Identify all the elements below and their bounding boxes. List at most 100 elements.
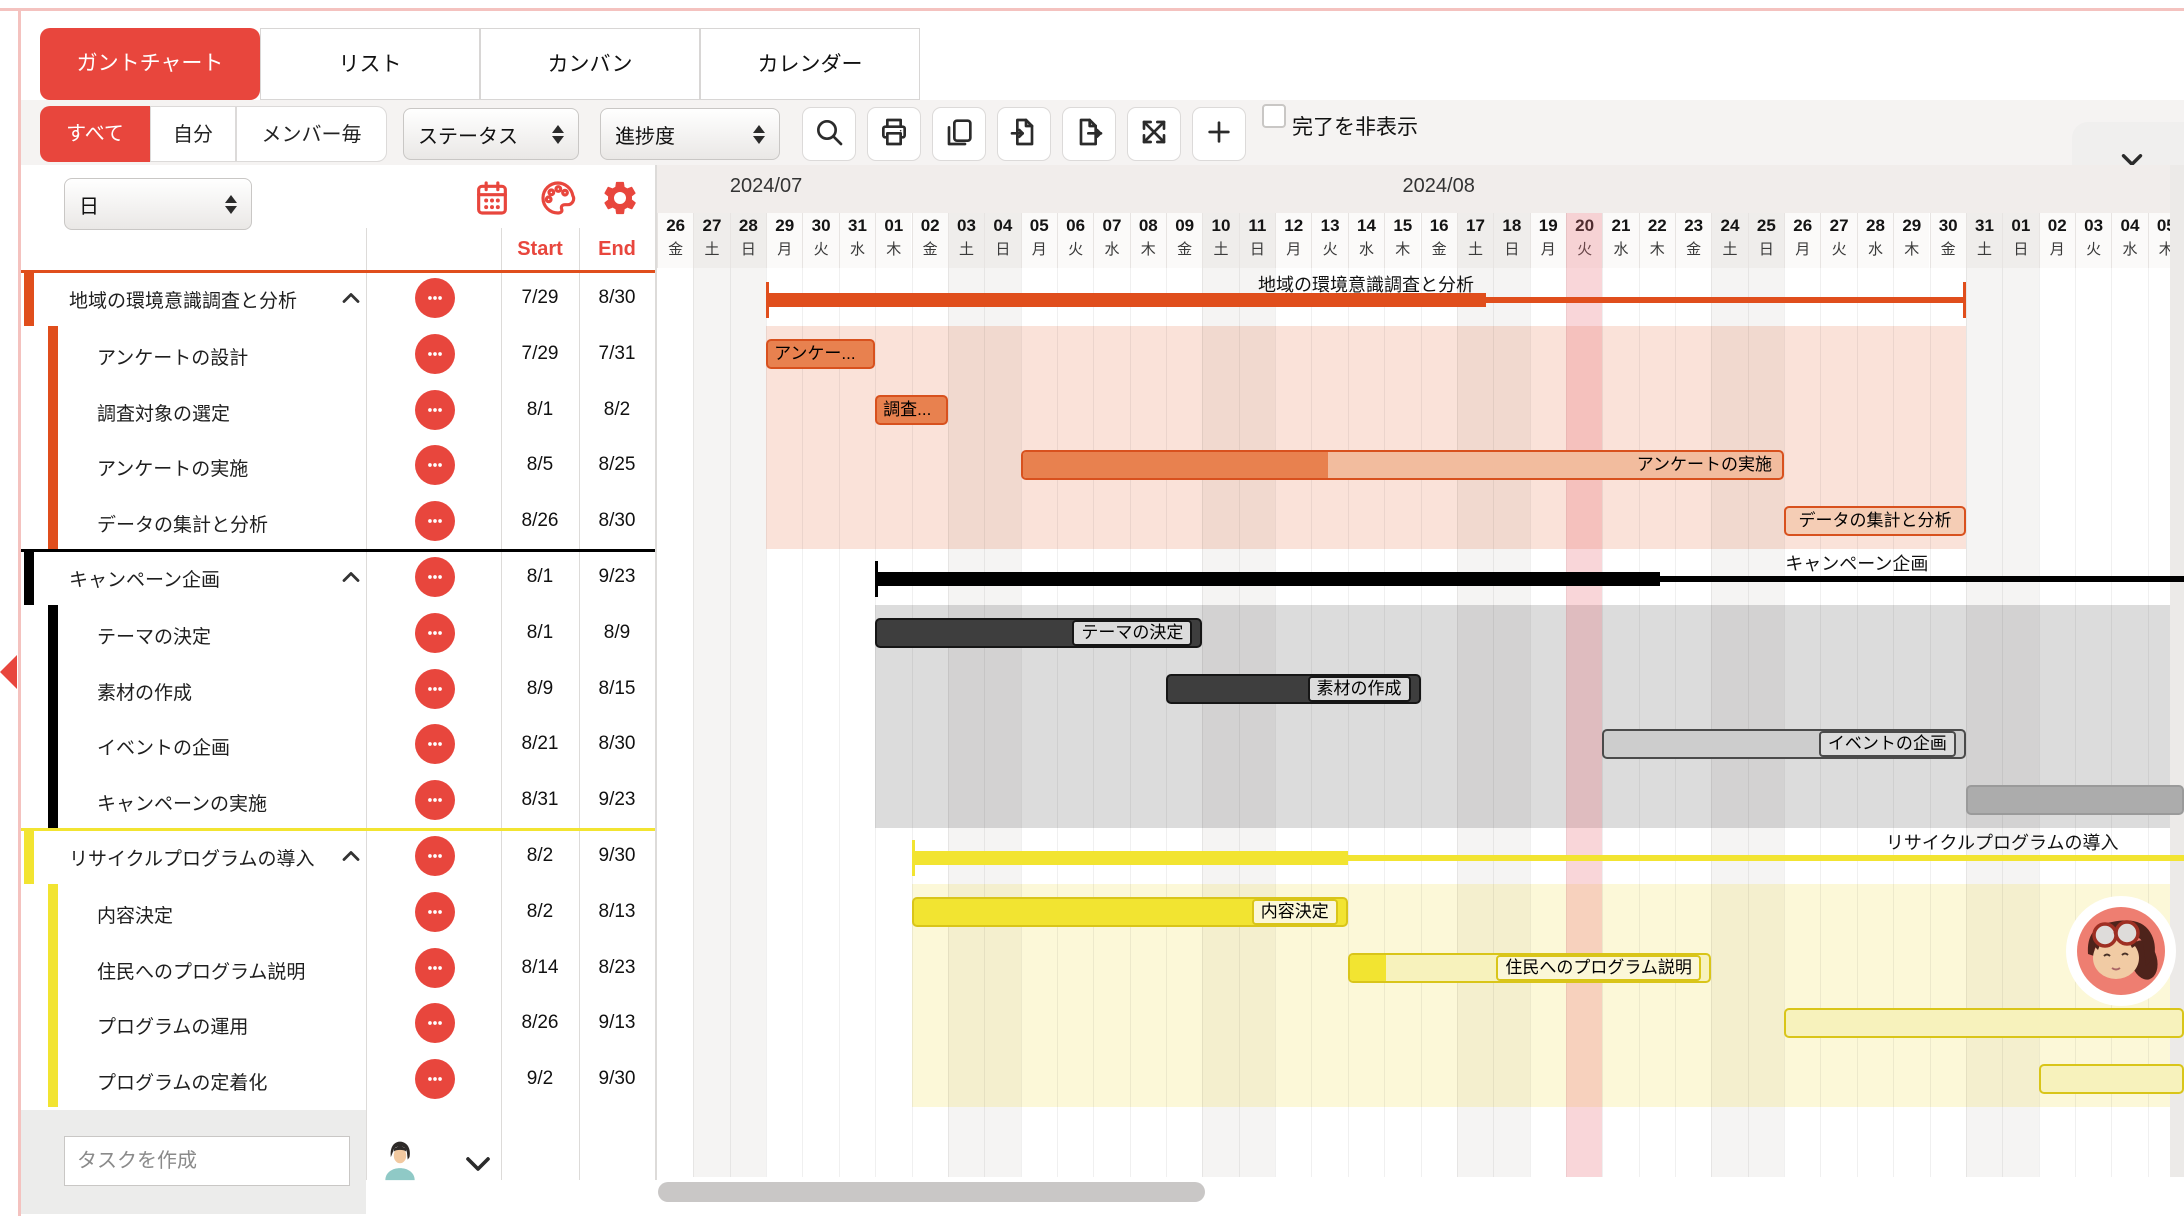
group-color-bar bbox=[24, 831, 34, 884]
date-cell: 24 土 bbox=[1711, 213, 1748, 268]
date-cell: 18 日 bbox=[1493, 213, 1530, 268]
task-bar[interactable]: アンケー... bbox=[766, 338, 876, 369]
group-row[interactable]: キャンペーン企画 8/1 9/23 bbox=[21, 549, 655, 605]
summary-bar-progress[interactable] bbox=[875, 572, 1661, 586]
add-button[interactable] bbox=[1192, 107, 1246, 161]
filter-select-1[interactable]: ステータス bbox=[403, 108, 579, 160]
task-bar[interactable]: 調査... bbox=[875, 394, 948, 425]
create-task-input[interactable] bbox=[64, 1136, 350, 1186]
tab-4[interactable]: カレンダー bbox=[700, 28, 920, 100]
group-row[interactable]: リサイクルプログラムの導入 8/2 9/30 bbox=[21, 828, 655, 884]
task-end-date: 9/23 bbox=[598, 789, 636, 811]
export-button[interactable] bbox=[1062, 107, 1116, 161]
task-menu-button[interactable] bbox=[415, 333, 455, 374]
summary-bar-progress[interactable] bbox=[911, 851, 1348, 865]
task-row[interactable]: 素材の作成 8/9 8/15 bbox=[21, 660, 655, 717]
filter-select-2[interactable]: 進捗度 bbox=[600, 108, 780, 160]
palette-icon[interactable] bbox=[538, 178, 578, 223]
task-menu-button[interactable] bbox=[415, 836, 455, 876]
grid-line bbox=[1311, 268, 1313, 1177]
copy-button[interactable] bbox=[932, 107, 986, 161]
group-row[interactable]: 地域の環境意識調査と分析 7/29 8/30 bbox=[21, 270, 655, 326]
assignee-avatar[interactable] bbox=[378, 1138, 422, 1187]
date-cell: 25 日 bbox=[1747, 213, 1785, 268]
date-number: 28 bbox=[1865, 216, 1885, 235]
task-menu-button[interactable] bbox=[415, 557, 455, 597]
column-header-end: End bbox=[598, 238, 636, 260]
task-menu-button[interactable] bbox=[415, 612, 455, 653]
summary-bar-remainder[interactable] bbox=[1485, 297, 1966, 303]
task-row[interactable]: アンケートの設計 7/29 7/31 bbox=[21, 325, 655, 382]
sidebar-collapse-handle[interactable] bbox=[0, 655, 17, 689]
scope-button-2[interactable]: 自分 bbox=[150, 106, 236, 162]
search-button[interactable] bbox=[802, 107, 856, 161]
task-end-date: 8/25 bbox=[598, 454, 636, 476]
task-menu-button[interactable] bbox=[415, 501, 455, 542]
task-menu-button[interactable] bbox=[415, 780, 455, 821]
task-menu-button[interactable] bbox=[415, 947, 455, 988]
grid-line bbox=[802, 268, 804, 1177]
sidebar-gantt-divider bbox=[655, 165, 657, 1180]
hide-completed-checkbox[interactable] bbox=[1262, 104, 1286, 128]
task-menu-button[interactable] bbox=[415, 278, 455, 318]
task-menu-button[interactable] bbox=[415, 1003, 455, 1044]
task-bar[interactable]: データの集計と分析 bbox=[1784, 506, 1966, 537]
import-button[interactable] bbox=[997, 107, 1051, 161]
task-menu-button[interactable] bbox=[415, 724, 455, 765]
grid-line bbox=[2111, 268, 2113, 1177]
grid-line bbox=[2002, 268, 2004, 1177]
date-weekday: 金 bbox=[1940, 241, 1956, 258]
task-row[interactable]: データの集計と分析 8/26 8/30 bbox=[21, 493, 655, 549]
task-row[interactable]: 調査対象の選定 8/1 8/2 bbox=[21, 381, 655, 438]
vertical-scrollbar[interactable] bbox=[2170, 165, 2184, 1177]
task-row[interactable]: プログラムの定着化 9/2 9/30 bbox=[21, 1051, 655, 1107]
task-row[interactable]: アンケートの実施 8/5 8/25 bbox=[21, 437, 655, 494]
task-menu-button[interactable] bbox=[415, 389, 455, 430]
gear-icon[interactable] bbox=[600, 178, 640, 223]
date-cell: 08 木 bbox=[1129, 213, 1166, 268]
scope-button-1[interactable]: すべて bbox=[40, 106, 150, 162]
task-menu-button[interactable] bbox=[415, 1059, 455, 1100]
task-bar[interactable] bbox=[1965, 785, 2184, 816]
collapse-chevron-icon[interactable] bbox=[337, 284, 365, 317]
task-row[interactable]: 住民へのプログラム説明 8/14 8/23 bbox=[21, 939, 655, 996]
task-start-date: 8/26 bbox=[521, 510, 559, 532]
grid-line bbox=[1129, 268, 1131, 1177]
horizontal-scrollbar[interactable] bbox=[658, 1182, 1205, 1202]
collapse-chevron-icon[interactable] bbox=[337, 842, 365, 875]
grid-line bbox=[1493, 268, 1495, 1177]
summary-bar-progress[interactable] bbox=[766, 293, 1486, 307]
expand-button[interactable] bbox=[1127, 107, 1181, 161]
tab-3[interactable]: カンバン bbox=[480, 28, 700, 100]
summary-bar-remainder[interactable] bbox=[1660, 576, 2184, 582]
task-row[interactable]: キャンペーンの実施 8/31 9/23 bbox=[21, 772, 655, 828]
task-bar[interactable] bbox=[2038, 1064, 2184, 1095]
grid-line bbox=[1166, 268, 1167, 1177]
task-menu-button[interactable] bbox=[415, 891, 455, 932]
date-weekday: 金 bbox=[1431, 241, 1447, 258]
scope-button-3[interactable]: メンバー毎 bbox=[236, 106, 387, 162]
summary-bar-remainder[interactable] bbox=[1347, 855, 2184, 861]
member-avatar[interactable] bbox=[2064, 894, 2178, 1008]
tab-1[interactable]: ガントチャート bbox=[40, 28, 260, 100]
task-row[interactable]: 内容決定 8/2 8/13 bbox=[21, 883, 655, 940]
task-menu-button[interactable] bbox=[415, 445, 455, 486]
task-bar[interactable]: アンケートの実施 bbox=[1020, 450, 1785, 481]
date-weekday: 金 bbox=[1177, 241, 1193, 258]
print-button[interactable] bbox=[867, 107, 921, 161]
task-row[interactable]: プログラムの運用 8/26 9/13 bbox=[21, 995, 655, 1052]
tab-2[interactable]: リスト bbox=[260, 28, 480, 100]
timescale-select[interactable]: 日 bbox=[64, 178, 252, 230]
collapse-chevron-icon[interactable] bbox=[337, 563, 365, 596]
create-task-expand-chevron[interactable] bbox=[458, 1144, 498, 1189]
task-row[interactable]: イベントの企画 8/21 8/30 bbox=[21, 716, 655, 773]
date-cell: 04 水 bbox=[2111, 213, 2148, 268]
group-name: キャンペーン企画 bbox=[69, 570, 221, 591]
task-row[interactable]: テーマの決定 8/1 8/9 bbox=[21, 604, 655, 661]
task-color-bar bbox=[48, 381, 58, 438]
task-bar[interactable] bbox=[1784, 1008, 2184, 1039]
date-cell: 09 金 bbox=[1166, 213, 1203, 268]
date-weekday: 金 bbox=[1686, 241, 1702, 258]
calendar-icon[interactable] bbox=[472, 178, 512, 223]
task-menu-button[interactable] bbox=[415, 668, 455, 709]
